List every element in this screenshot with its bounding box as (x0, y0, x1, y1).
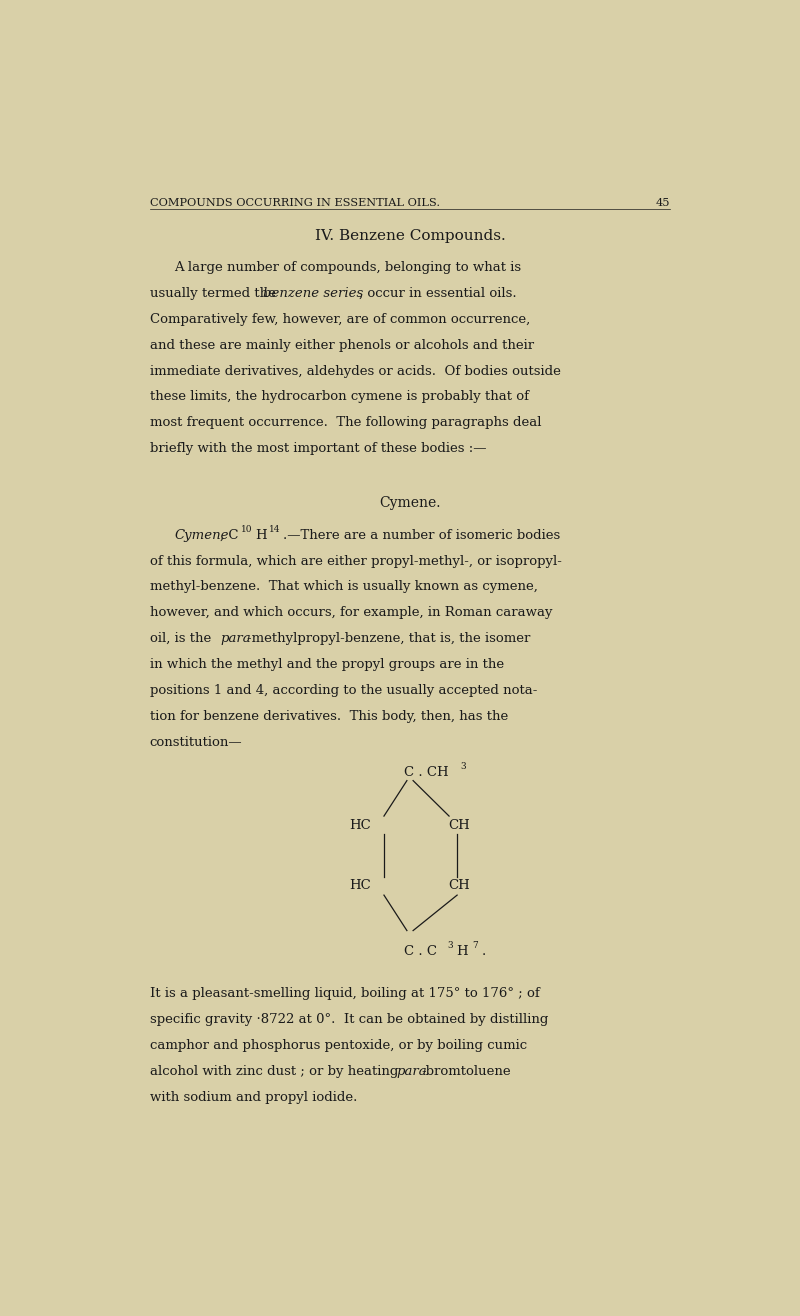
Text: 3: 3 (461, 762, 466, 771)
Text: 3: 3 (447, 941, 453, 950)
Text: , C: , C (220, 529, 238, 542)
Text: alcohol with zinc dust ; or by heating: alcohol with zinc dust ; or by heating (150, 1065, 402, 1078)
Text: benzene series: benzene series (263, 287, 363, 300)
Text: -bromtoluene: -bromtoluene (422, 1065, 511, 1078)
Text: A large number of compounds, belonging to what is: A large number of compounds, belonging t… (174, 262, 522, 274)
Text: constitution—: constitution— (150, 736, 242, 749)
Text: most frequent occurrence.  The following paragraphs deal: most frequent occurrence. The following … (150, 416, 541, 429)
Text: specific gravity ·8722 at 0°.  It can be obtained by distilling: specific gravity ·8722 at 0°. It can be … (150, 1013, 548, 1026)
Text: HC: HC (350, 879, 371, 892)
Text: of this formula, which are either propyl-methyl-, or isopropyl-: of this formula, which are either propyl… (150, 554, 562, 567)
Text: COMPOUNDS OCCURRING IN ESSENTIAL OILS.: COMPOUNDS OCCURRING IN ESSENTIAL OILS. (150, 199, 440, 208)
Text: -methylpropyl-benzene, that is, the isomer: -methylpropyl-benzene, that is, the isom… (247, 632, 530, 645)
Text: oil, is the: oil, is the (150, 632, 215, 645)
Text: tion for benzene derivatives.  This body, then, has the: tion for benzene derivatives. This body,… (150, 709, 508, 722)
Text: these limits, the hydrocarbon cymene is probably that of: these limits, the hydrocarbon cymene is … (150, 391, 529, 404)
Text: camphor and phosphorus pentoxide, or by boiling cumic: camphor and phosphorus pentoxide, or by … (150, 1040, 526, 1051)
Text: in which the methyl and the propyl groups are in the: in which the methyl and the propyl group… (150, 658, 504, 671)
Text: C . CH: C . CH (404, 766, 449, 779)
Text: HC: HC (350, 819, 371, 832)
Text: CH: CH (448, 819, 470, 832)
Text: immediate derivatives, aldehydes or acids.  Of bodies outside: immediate derivatives, aldehydes or acid… (150, 365, 561, 378)
Text: .: . (482, 945, 486, 958)
Text: methyl-benzene.  That which is usually known as cymene,: methyl-benzene. That which is usually kn… (150, 580, 538, 594)
Text: and these are mainly either phenols or alcohols and their: and these are mainly either phenols or a… (150, 338, 534, 351)
Text: positions 1 and 4, according to the usually accepted nota-: positions 1 and 4, according to the usua… (150, 684, 537, 697)
Text: however, and which occurs, for example, in Roman caraway: however, and which occurs, for example, … (150, 607, 552, 620)
Text: para: para (396, 1065, 427, 1078)
Text: CH: CH (448, 879, 470, 892)
Text: 7: 7 (472, 941, 478, 950)
Text: Cymene.: Cymene. (379, 496, 441, 511)
Text: IV. Benzene Compounds.: IV. Benzene Compounds. (314, 229, 506, 243)
Text: Cymene: Cymene (174, 529, 229, 542)
Text: para: para (221, 632, 251, 645)
Text: H: H (255, 529, 266, 542)
Text: with sodium and propyl iodide.: with sodium and propyl iodide. (150, 1091, 357, 1104)
Text: Comparatively few, however, are of common occurrence,: Comparatively few, however, are of commo… (150, 313, 530, 326)
Text: 10: 10 (241, 525, 252, 534)
Text: H: H (457, 945, 468, 958)
Text: .—There are a number of isomeric bodies: .—There are a number of isomeric bodies (283, 529, 560, 542)
Text: It is a pleasant-smelling liquid, boiling at 175° to 176° ; of: It is a pleasant-smelling liquid, boilin… (150, 987, 539, 1000)
Text: 14: 14 (269, 525, 280, 534)
Text: , occur in essential oils.: , occur in essential oils. (358, 287, 516, 300)
Text: usually termed the: usually termed the (150, 287, 280, 300)
Text: 45: 45 (656, 199, 670, 208)
Text: C . C: C . C (404, 945, 437, 958)
Text: briefly with the most important of these bodies :—: briefly with the most important of these… (150, 442, 486, 455)
